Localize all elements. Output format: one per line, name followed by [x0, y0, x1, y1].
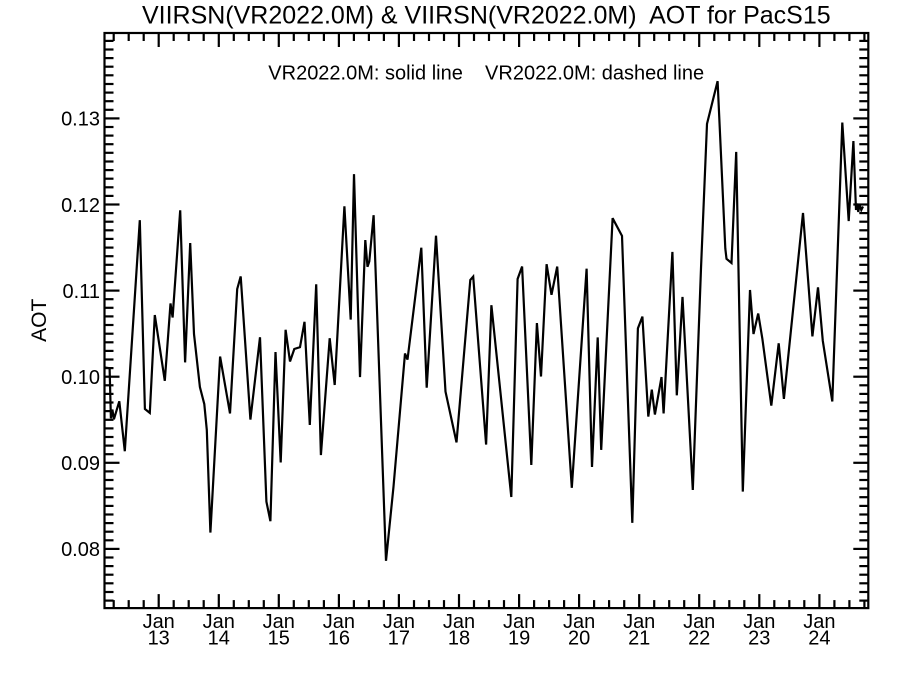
svg-text:VR2022.0M: solid line VR202: VR2022.0M: solid line VR2022.0M: dashed …: [268, 62, 704, 84]
svg-text:15: 15: [268, 628, 290, 650]
svg-text:Jan: Jan: [503, 611, 535, 633]
svg-text:21: 21: [628, 628, 650, 650]
svg-text:0.12: 0.12: [61, 195, 100, 217]
svg-text:16: 16: [328, 628, 350, 650]
svg-text:Jan: Jan: [443, 611, 475, 633]
svg-text:Jan: Jan: [683, 611, 715, 633]
svg-text:Jan: Jan: [263, 611, 295, 633]
svg-text:0.10: 0.10: [61, 367, 100, 389]
svg-text:Jan: Jan: [323, 611, 355, 633]
svg-text:13: 13: [148, 628, 170, 650]
svg-text:AOT: AOT: [28, 299, 51, 342]
svg-text:24: 24: [808, 628, 830, 650]
svg-text:23: 23: [748, 628, 770, 650]
svg-text:0.13: 0.13: [61, 109, 100, 131]
svg-text:Jan: Jan: [623, 611, 655, 633]
svg-text:20: 20: [568, 628, 590, 650]
svg-text:VIIRSN(VR2022.0M) & VIIRSN(VR2: VIIRSN(VR2022.0M) & VIIRSN(VR2022.0M) AO…: [142, 2, 831, 30]
svg-text:0.09: 0.09: [61, 453, 100, 475]
svg-text:19: 19: [508, 628, 530, 650]
svg-text:Jan: Jan: [383, 611, 415, 633]
svg-text:14: 14: [208, 628, 230, 650]
svg-text:22: 22: [688, 628, 710, 650]
svg-text:Jan: Jan: [803, 611, 835, 633]
svg-text:17: 17: [388, 628, 410, 650]
svg-text:Jan: Jan: [563, 611, 595, 633]
svg-text:Jan: Jan: [143, 611, 175, 633]
svg-text:0.11: 0.11: [63, 281, 100, 303]
svg-text:Jan: Jan: [203, 611, 235, 633]
svg-text:0.08: 0.08: [61, 539, 100, 561]
svg-text:Jan: Jan: [743, 611, 775, 633]
svg-text:18: 18: [448, 628, 470, 650]
